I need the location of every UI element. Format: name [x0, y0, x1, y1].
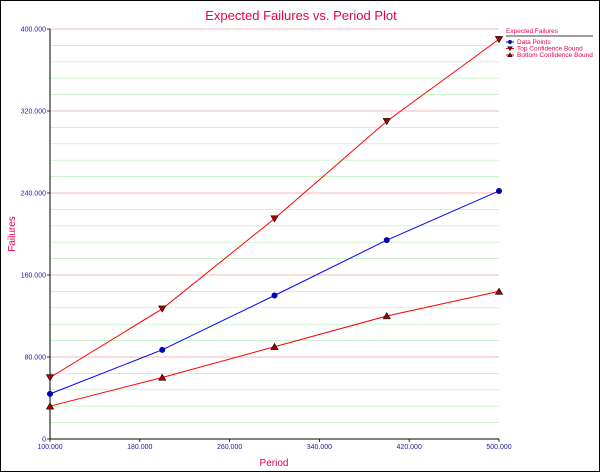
- y-tick-label: 0: [42, 437, 46, 444]
- data-points-point: [159, 346, 166, 353]
- top-confidence-bound-point: [382, 118, 391, 126]
- top-confidence-bound-point: [158, 305, 167, 313]
- bottom-confidence-bound-point: [270, 342, 279, 350]
- x-axis-title: Period: [260, 458, 289, 469]
- y-tick-label: 400.000: [21, 27, 46, 34]
- x-tick-label: 260.000: [217, 444, 242, 451]
- x-tick-label: 340.000: [307, 444, 332, 451]
- legend-label-data-points: Data Points: [517, 39, 551, 46]
- data-points-point: [495, 187, 502, 194]
- chart-title: Expected Failures vs. Period Plot: [205, 8, 397, 23]
- data-points-point: [271, 292, 278, 299]
- y-axis-title: Failures: [7, 216, 18, 252]
- legend-label-bottom-confidence-bound: Bottom Confidence Bound: [517, 52, 593, 59]
- y-tick-label: 240.000: [21, 191, 46, 198]
- x-tick-label: 100.000: [37, 444, 62, 451]
- grid: [50, 28, 499, 423]
- legend-title: Expected Failures: [506, 28, 559, 35]
- top-confidence-bound-point: [270, 215, 279, 223]
- legend-label-top-confidence-bound: Top Confidence Bound: [517, 46, 583, 53]
- bottom-confidence-bound-point: [158, 373, 167, 381]
- plot-area: [50, 29, 499, 439]
- bottom-confidence-bound-point: [382, 312, 391, 320]
- axes: [49, 29, 499, 440]
- bottom-confidence-bound-point: [494, 287, 504, 295]
- data-points-point: [383, 237, 390, 244]
- y-tick-label: 160.000: [21, 273, 46, 280]
- legend-marker-top-confidence-bound: [507, 46, 513, 52]
- x-tick-label: 180.000: [127, 444, 152, 451]
- bottom-confidence-bound-point: [45, 402, 55, 410]
- data-points-point: [46, 390, 53, 397]
- x-tick-label: 500.000: [486, 444, 511, 451]
- tick-labels: 100.000 180.000 260.000 340.000 420.000 500.0…: [21, 27, 512, 452]
- top-confidence-bound-point: [494, 36, 504, 44]
- y-tick-label: 320.000: [21, 109, 46, 116]
- y-tick-label: 80.000: [25, 355, 47, 362]
- x-tick-label: 420.000: [397, 444, 422, 451]
- legend-marker-bottom-confidence-bound: [507, 52, 513, 58]
- series: [45, 36, 504, 410]
- top-confidence-bound-point: [45, 374, 55, 382]
- legend-marker-data-points: [508, 40, 512, 44]
